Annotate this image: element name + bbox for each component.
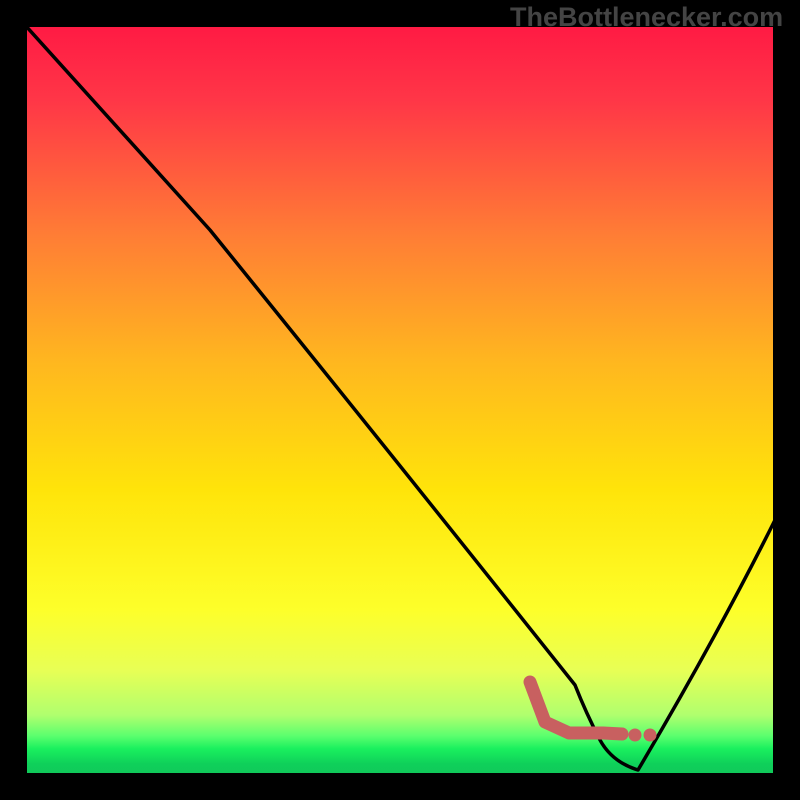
highlight-dot-1: [644, 729, 657, 742]
plot-background: [25, 25, 775, 775]
watermark: TheBottlenecker.com: [510, 2, 783, 33]
highlight-dot-0: [629, 729, 642, 742]
